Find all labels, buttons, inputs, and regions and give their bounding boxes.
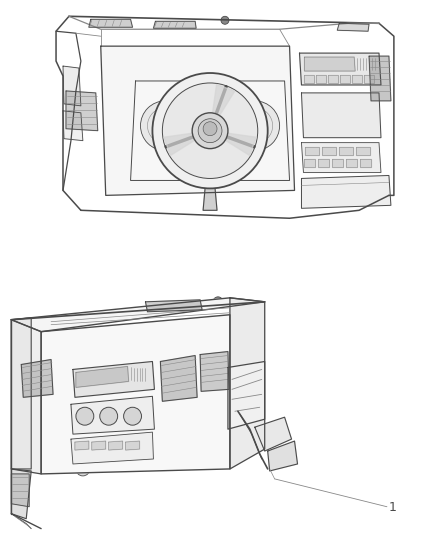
Polygon shape — [164, 133, 195, 156]
Polygon shape — [71, 397, 155, 434]
Polygon shape — [126, 441, 140, 450]
Polygon shape — [340, 75, 350, 83]
Circle shape — [213, 297, 223, 307]
Polygon shape — [255, 417, 292, 451]
Polygon shape — [339, 147, 353, 155]
Polygon shape — [304, 57, 355, 71]
Polygon shape — [153, 21, 196, 28]
Polygon shape — [360, 158, 371, 166]
Polygon shape — [200, 352, 229, 391]
Polygon shape — [322, 147, 336, 155]
Polygon shape — [304, 75, 314, 83]
Circle shape — [356, 104, 378, 126]
Polygon shape — [76, 367, 129, 387]
Polygon shape — [364, 75, 374, 83]
Polygon shape — [63, 111, 83, 141]
Circle shape — [76, 407, 94, 425]
Polygon shape — [11, 298, 265, 332]
Polygon shape — [92, 441, 106, 450]
Polygon shape — [268, 441, 297, 471]
Circle shape — [230, 101, 279, 151]
Circle shape — [141, 101, 190, 151]
Circle shape — [336, 110, 346, 120]
Circle shape — [100, 407, 118, 425]
Polygon shape — [337, 23, 369, 31]
Circle shape — [362, 110, 372, 120]
Polygon shape — [131, 81, 290, 181]
Circle shape — [192, 113, 228, 149]
Polygon shape — [11, 320, 41, 474]
Polygon shape — [228, 361, 265, 429]
Circle shape — [304, 104, 326, 126]
Polygon shape — [66, 91, 98, 131]
Polygon shape — [301, 143, 381, 173]
Polygon shape — [301, 93, 381, 138]
Circle shape — [198, 119, 222, 143]
Circle shape — [221, 17, 229, 25]
Polygon shape — [369, 56, 391, 101]
Polygon shape — [203, 188, 217, 211]
Polygon shape — [73, 361, 155, 397]
Circle shape — [76, 462, 90, 476]
Polygon shape — [328, 75, 338, 83]
Polygon shape — [109, 441, 123, 450]
Polygon shape — [21, 360, 53, 397]
Polygon shape — [63, 66, 81, 106]
Polygon shape — [11, 318, 31, 469]
Polygon shape — [145, 300, 202, 312]
Polygon shape — [41, 315, 230, 474]
Polygon shape — [11, 474, 29, 507]
Text: 1: 1 — [389, 501, 397, 514]
Polygon shape — [212, 84, 235, 116]
Polygon shape — [89, 19, 133, 27]
Circle shape — [162, 83, 258, 179]
Polygon shape — [304, 158, 315, 166]
Circle shape — [152, 73, 268, 188]
Polygon shape — [230, 298, 265, 469]
Circle shape — [124, 407, 141, 425]
Polygon shape — [346, 158, 357, 166]
Polygon shape — [332, 158, 343, 166]
Polygon shape — [160, 356, 197, 401]
Circle shape — [311, 110, 320, 120]
Polygon shape — [71, 432, 153, 464]
Polygon shape — [316, 75, 326, 83]
Polygon shape — [300, 53, 381, 85]
Polygon shape — [11, 469, 31, 519]
Polygon shape — [352, 75, 362, 83]
Circle shape — [330, 104, 352, 126]
Polygon shape — [225, 133, 256, 156]
Polygon shape — [356, 147, 370, 155]
Circle shape — [203, 122, 217, 136]
Polygon shape — [101, 46, 294, 196]
Polygon shape — [301, 175, 391, 208]
Polygon shape — [305, 147, 319, 155]
Polygon shape — [75, 441, 89, 450]
Polygon shape — [318, 158, 329, 166]
